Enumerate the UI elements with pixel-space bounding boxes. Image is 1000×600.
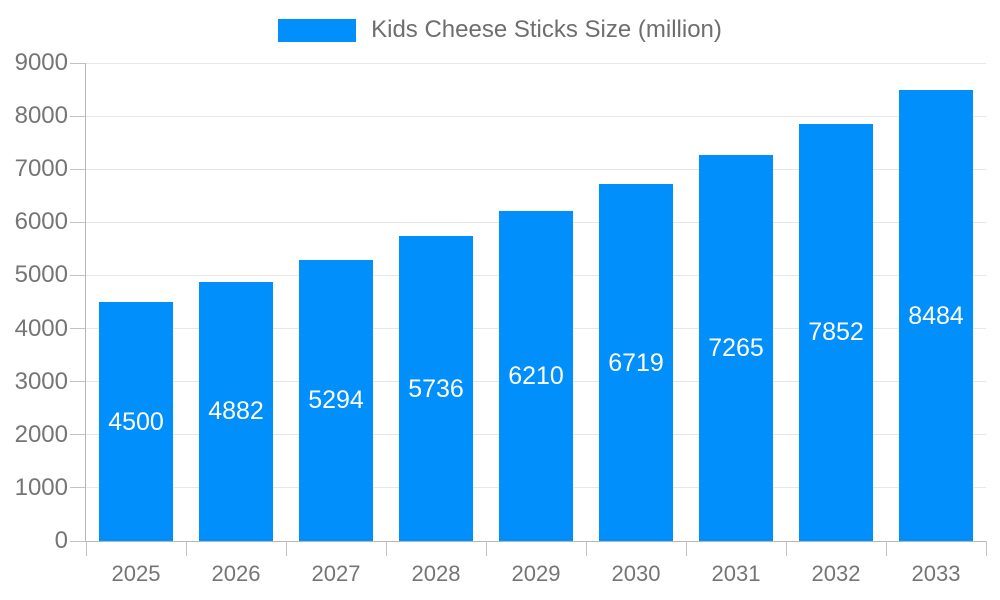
y-axis-label: 2000 bbox=[14, 420, 68, 448]
legend-swatch bbox=[278, 18, 357, 42]
x-axis-tick bbox=[785, 541, 787, 556]
x-axis-tick bbox=[85, 541, 87, 556]
y-axis-label: 9000 bbox=[14, 49, 68, 76]
y-axis-label: 5000 bbox=[14, 261, 68, 289]
bar[interactable]: 5294 bbox=[299, 259, 373, 541]
bar-value-label: 4500 bbox=[108, 407, 164, 436]
y-axis-tick bbox=[70, 381, 85, 383]
bar-value-label: 4882 bbox=[208, 397, 264, 426]
x-axis-tick bbox=[485, 541, 487, 556]
y-axis-label: 0 bbox=[54, 527, 68, 554]
bar-value-label: 6719 bbox=[608, 348, 664, 377]
bar-value-label: 6210 bbox=[508, 362, 564, 391]
y-axis-tick bbox=[70, 221, 85, 223]
x-axis-tick bbox=[285, 541, 287, 556]
x-axis-tick bbox=[185, 541, 187, 556]
chart-legend-item[interactable]: Kids Cheese Sticks Size (million) bbox=[0, 14, 1000, 46]
x-axis-label: 2031 bbox=[711, 561, 761, 586]
x-axis-label: 2027 bbox=[311, 561, 361, 586]
bar[interactable]: 4882 bbox=[199, 281, 273, 541]
bar[interactable]: 7852 bbox=[799, 123, 873, 541]
y-axis-label: 1000 bbox=[14, 473, 68, 501]
y-gridline bbox=[86, 168, 986, 170]
x-axis-tick bbox=[585, 541, 587, 556]
bar-value-label: 5736 bbox=[408, 374, 464, 403]
y-axis-label: 6000 bbox=[14, 208, 68, 236]
x-axis-label: 2028 bbox=[411, 561, 461, 586]
bar[interactable]: 6210 bbox=[499, 211, 573, 541]
y-axis-label: 4000 bbox=[14, 314, 68, 342]
y-axis-tick bbox=[70, 434, 85, 436]
x-axis-label: 2025 bbox=[111, 561, 161, 586]
y-gridline bbox=[86, 115, 986, 117]
x-axis-tick bbox=[985, 541, 987, 556]
y-axis-tick bbox=[70, 487, 85, 489]
bar-value-label: 8484 bbox=[908, 301, 964, 330]
y-gridline bbox=[86, 62, 986, 64]
x-axis-label: 2032 bbox=[811, 561, 861, 586]
x-axis-label: 2033 bbox=[911, 561, 961, 586]
legend-label: Kids Cheese Sticks Size (million) bbox=[371, 16, 722, 43]
bar-value-label: 5294 bbox=[308, 386, 364, 415]
y-axis-label: 3000 bbox=[14, 367, 68, 395]
x-axis-label: 2030 bbox=[611, 561, 661, 586]
bar[interactable]: 6719 bbox=[599, 184, 673, 541]
y-axis-tick bbox=[70, 274, 85, 276]
bar-value-label: 7265 bbox=[708, 334, 764, 363]
x-axis-tick bbox=[685, 541, 687, 556]
bar[interactable]: 8484 bbox=[899, 90, 973, 541]
bar[interactable]: 4500 bbox=[99, 302, 173, 541]
bar[interactable]: 5736 bbox=[399, 236, 473, 541]
x-axis-tick bbox=[385, 541, 387, 556]
y-axis-tick bbox=[70, 328, 85, 330]
bar[interactable]: 7265 bbox=[699, 155, 773, 541]
y-axis-tick bbox=[70, 168, 85, 170]
y-axis-tick bbox=[70, 540, 85, 542]
x-axis-label: 2029 bbox=[511, 561, 561, 586]
y-axis-tick bbox=[70, 115, 85, 117]
plot-area: 4500 2025 4882 2026 5294 2027 5736 2028 6210 2029… bbox=[85, 62, 987, 586]
y-axis-label: 7000 bbox=[14, 155, 68, 183]
y-axis-tick bbox=[70, 62, 85, 64]
bar-value-label: 7852 bbox=[808, 318, 864, 347]
y-axis-label: 8000 bbox=[14, 102, 68, 130]
x-axis-label: 2026 bbox=[211, 561, 261, 586]
x-axis-tick bbox=[885, 541, 887, 556]
